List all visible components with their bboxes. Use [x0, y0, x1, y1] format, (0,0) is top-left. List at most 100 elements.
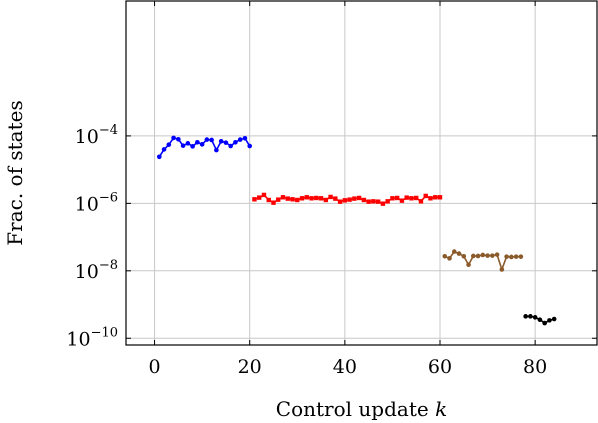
data-point	[547, 318, 552, 323]
y-tick-label: 10−8	[75, 258, 118, 283]
data-point	[218, 138, 224, 144]
data-point	[490, 253, 495, 258]
data-point	[323, 197, 329, 203]
data-point	[404, 195, 409, 200]
data-point	[223, 140, 229, 145]
data-point	[418, 199, 424, 204]
data-point	[542, 320, 547, 326]
data-point	[176, 136, 181, 142]
data-point	[433, 195, 438, 200]
data-point	[228, 143, 233, 149]
data-point	[528, 314, 533, 319]
x-axis-label: Control update k	[276, 397, 447, 421]
data-point	[509, 254, 514, 260]
data-point	[285, 196, 290, 201]
data-point	[314, 195, 319, 201]
series-layer	[157, 135, 557, 326]
data-point	[195, 140, 200, 145]
data-point	[157, 154, 162, 160]
data-point	[352, 196, 357, 201]
data-point	[494, 252, 500, 257]
data-point	[475, 253, 481, 259]
data-point	[209, 137, 214, 143]
data-point	[328, 194, 333, 200]
data-point	[309, 196, 314, 201]
data-point	[513, 254, 519, 259]
x-tick-label: 0	[148, 356, 160, 378]
data-point	[190, 144, 195, 149]
data-point	[242, 135, 248, 141]
data-point	[523, 314, 528, 319]
data-point	[466, 262, 471, 268]
plot-frame	[125, 0, 598, 346]
data-point	[532, 315, 538, 320]
series-2	[252, 192, 443, 206]
series-3	[442, 249, 524, 272]
y-axis-label: Frac. of states	[3, 100, 27, 245]
y-tick-label: 10−6	[75, 190, 118, 215]
data-point	[375, 199, 381, 204]
data-point	[499, 267, 505, 272]
data-point	[480, 252, 486, 258]
data-point	[257, 195, 262, 200]
x-tick-label: 20	[238, 356, 262, 378]
data-point	[361, 197, 367, 203]
data-point	[161, 147, 167, 152]
data-point	[437, 195, 443, 200]
data-point	[371, 199, 376, 204]
data-point	[356, 195, 362, 201]
data-point	[447, 256, 452, 261]
data-point	[233, 140, 238, 145]
data-point	[518, 254, 524, 259]
data-point	[214, 147, 219, 153]
data-point	[266, 197, 271, 203]
data-point	[280, 195, 286, 200]
data-point	[276, 197, 281, 202]
data-point	[537, 317, 543, 323]
data-point	[295, 197, 300, 203]
data-point	[423, 193, 428, 199]
data-point	[471, 253, 476, 259]
data-point	[347, 197, 352, 202]
data-point	[333, 196, 338, 201]
data-point	[166, 142, 172, 147]
data-point	[271, 200, 276, 205]
ticks: 0 20 40 60 80 10−4 10−6 10−8 10−10	[66, 1, 597, 378]
data-point	[366, 199, 371, 204]
series-1	[157, 135, 252, 160]
data-point	[485, 253, 490, 258]
x-tick-label: 80	[523, 356, 547, 378]
data-point	[461, 254, 467, 259]
data-point	[390, 196, 395, 201]
data-point	[399, 198, 405, 203]
data-point	[394, 195, 400, 201]
data-point	[304, 195, 309, 200]
series-line	[254, 194, 440, 205]
grid	[126, 1, 597, 345]
x-tick-label: 40	[333, 356, 357, 378]
data-point	[385, 199, 390, 204]
data-point	[409, 196, 414, 201]
data-point	[456, 251, 462, 256]
data-point	[204, 137, 210, 142]
data-point	[247, 143, 252, 149]
data-point	[337, 199, 343, 204]
data-point	[261, 192, 267, 198]
data-point	[252, 197, 257, 202]
data-point	[171, 135, 176, 141]
data-point	[551, 316, 557, 322]
data-point	[428, 196, 433, 201]
y-tick-label: 10−4	[75, 123, 118, 148]
data-point	[237, 137, 243, 142]
data-point	[414, 195, 419, 201]
data-point	[180, 143, 186, 148]
y-tick-label: 10−10	[66, 325, 118, 350]
data-point	[380, 201, 386, 206]
data-point	[290, 197, 295, 202]
series-4	[523, 314, 557, 326]
data-point	[451, 249, 457, 254]
data-point	[342, 198, 348, 203]
data-point	[299, 196, 305, 201]
